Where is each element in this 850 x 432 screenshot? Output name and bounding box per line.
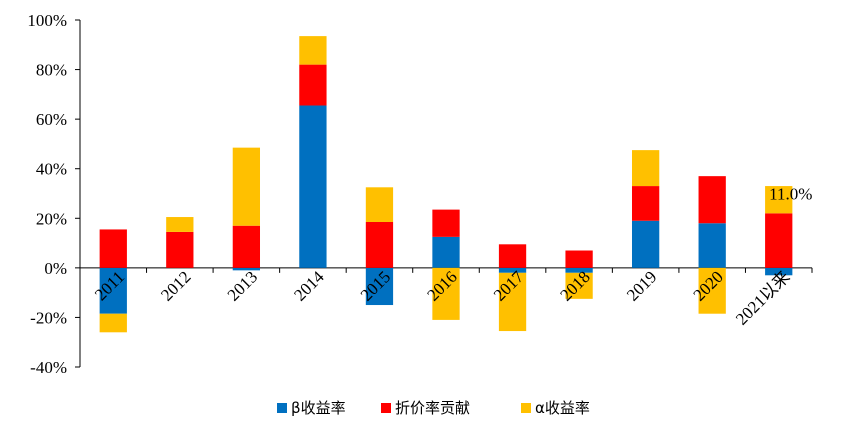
bar-segment-2012-s2: [166, 217, 194, 232]
legend-swatch: [381, 403, 391, 413]
legend-swatch: [277, 403, 287, 413]
bar-segment-2016-s2: [432, 267, 460, 320]
bar-segment-2012-s1: [166, 231, 194, 268]
x-category-label: 2012: [157, 267, 194, 304]
bar-segment-2013-s1: [232, 225, 261, 268]
bar-segment-2016-s0: [432, 236, 460, 268]
legend: β收益率 折价率贡献 α收益率: [277, 399, 590, 417]
bar-segment-2013-s0: [232, 267, 261, 271]
bar-segment-2014-s0: [299, 105, 327, 268]
y-tick-label: 100%: [27, 11, 67, 30]
y-tick-label: 40%: [36, 160, 67, 179]
y-tick-label: 80%: [36, 61, 67, 80]
bar-segment-2011-s0: [99, 267, 127, 314]
bar-segment-2014-s2: [299, 36, 327, 65]
bar-segment-2018-s1: [565, 250, 593, 268]
bars-layer: [99, 36, 793, 333]
bar-segment-2011-s1: [99, 229, 127, 268]
annotations-layer: 11.0%: [769, 184, 812, 203]
data-annotation: 11.0%: [769, 184, 812, 203]
bar-segment-2015-s0: [365, 267, 394, 306]
bar-segment-2014-s1: [299, 64, 327, 106]
x-category-label: 2014: [290, 267, 328, 305]
legend-label: β收益率: [291, 399, 346, 417]
legend-label: α收益率: [535, 399, 590, 417]
y-tick-label: -40%: [30, 358, 67, 377]
bar-segment-2021以来-s0: [765, 267, 793, 276]
bar-segment-2020-s2: [698, 267, 726, 314]
bar-segment-2017-s2: [498, 272, 527, 332]
bar-segment-2019-s0: [631, 220, 660, 268]
bar-segment-2020-s1: [698, 176, 726, 224]
x-category-label: 2019: [623, 267, 660, 304]
bar-segment-2020-s0: [698, 223, 726, 268]
bar-segment-2019-s2: [631, 150, 660, 187]
bar-segment-2015-s2: [365, 187, 394, 223]
bar-segment-2018-s2: [565, 272, 593, 299]
x-category-label: 2013: [224, 267, 261, 304]
y-tick-label: 20%: [36, 209, 67, 228]
y-tick-label: -20%: [30, 308, 67, 327]
bar-segment-2017-s0: [498, 267, 527, 273]
legend-label: 折价率贡献: [395, 399, 470, 417]
x-category-label: 2021以来: [732, 267, 794, 329]
y-tick-label: 60%: [36, 110, 67, 129]
y-tick-label: 0%: [44, 259, 67, 278]
bar-segment-2013-s2: [232, 147, 261, 226]
legend-swatch: [521, 403, 531, 413]
bar-segment-2011-s2: [99, 313, 127, 333]
bar-segment-2021以来-s2: [765, 186, 793, 214]
bar-segment-2017-s1: [498, 244, 527, 268]
bar-segment-2021以来-s1: [765, 213, 793, 268]
axes-layer: 100% 80% 60% 40% 20% 0% -20% -40%: [27, 11, 813, 377]
bar-segment-2019-s1: [631, 186, 660, 221]
bar-segment-2018-s0: [565, 267, 593, 273]
bar-segment-2016-s1: [432, 209, 460, 237]
bar-segment-2015-s1: [365, 222, 394, 268]
